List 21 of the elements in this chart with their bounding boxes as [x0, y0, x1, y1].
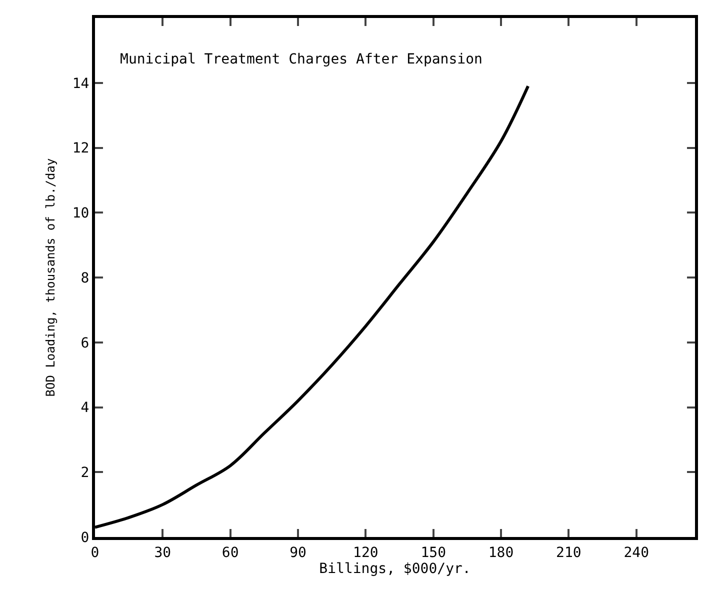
x-tick-label: 120 [353, 544, 378, 561]
x-tick-label: 210 [556, 544, 582, 561]
y-tick-label: 2 [80, 465, 90, 482]
line-series [95, 84, 530, 529]
x-tick-label: 0 [90, 544, 100, 561]
y-tick-label: 8 [80, 270, 90, 286]
y-axis-title: BOD Loading, thousands of lb./day [44, 158, 58, 397]
y-tick-label: 14 [72, 76, 90, 92]
x-tick-label: 150 [420, 544, 446, 561]
text: Municipal Treatment Charges After Expansion [120, 52, 482, 68]
y-tick-label: 6 [80, 335, 90, 352]
x-tick-label: 90 [290, 544, 306, 561]
x-tick-label: 30 [154, 544, 172, 561]
x-tick-label: 60 [222, 544, 239, 561]
y-tick-label: 12 [72, 140, 90, 157]
x-tick-label: 180 [488, 544, 514, 561]
x-tick-label: 240 [624, 544, 649, 561]
y-tick-label: 0 [80, 530, 90, 546]
x-axis-title: Billings, $000/yr. [319, 561, 471, 578]
y-tick-label: 10 [72, 206, 90, 222]
y-tick-label: 4 [80, 400, 90, 416]
